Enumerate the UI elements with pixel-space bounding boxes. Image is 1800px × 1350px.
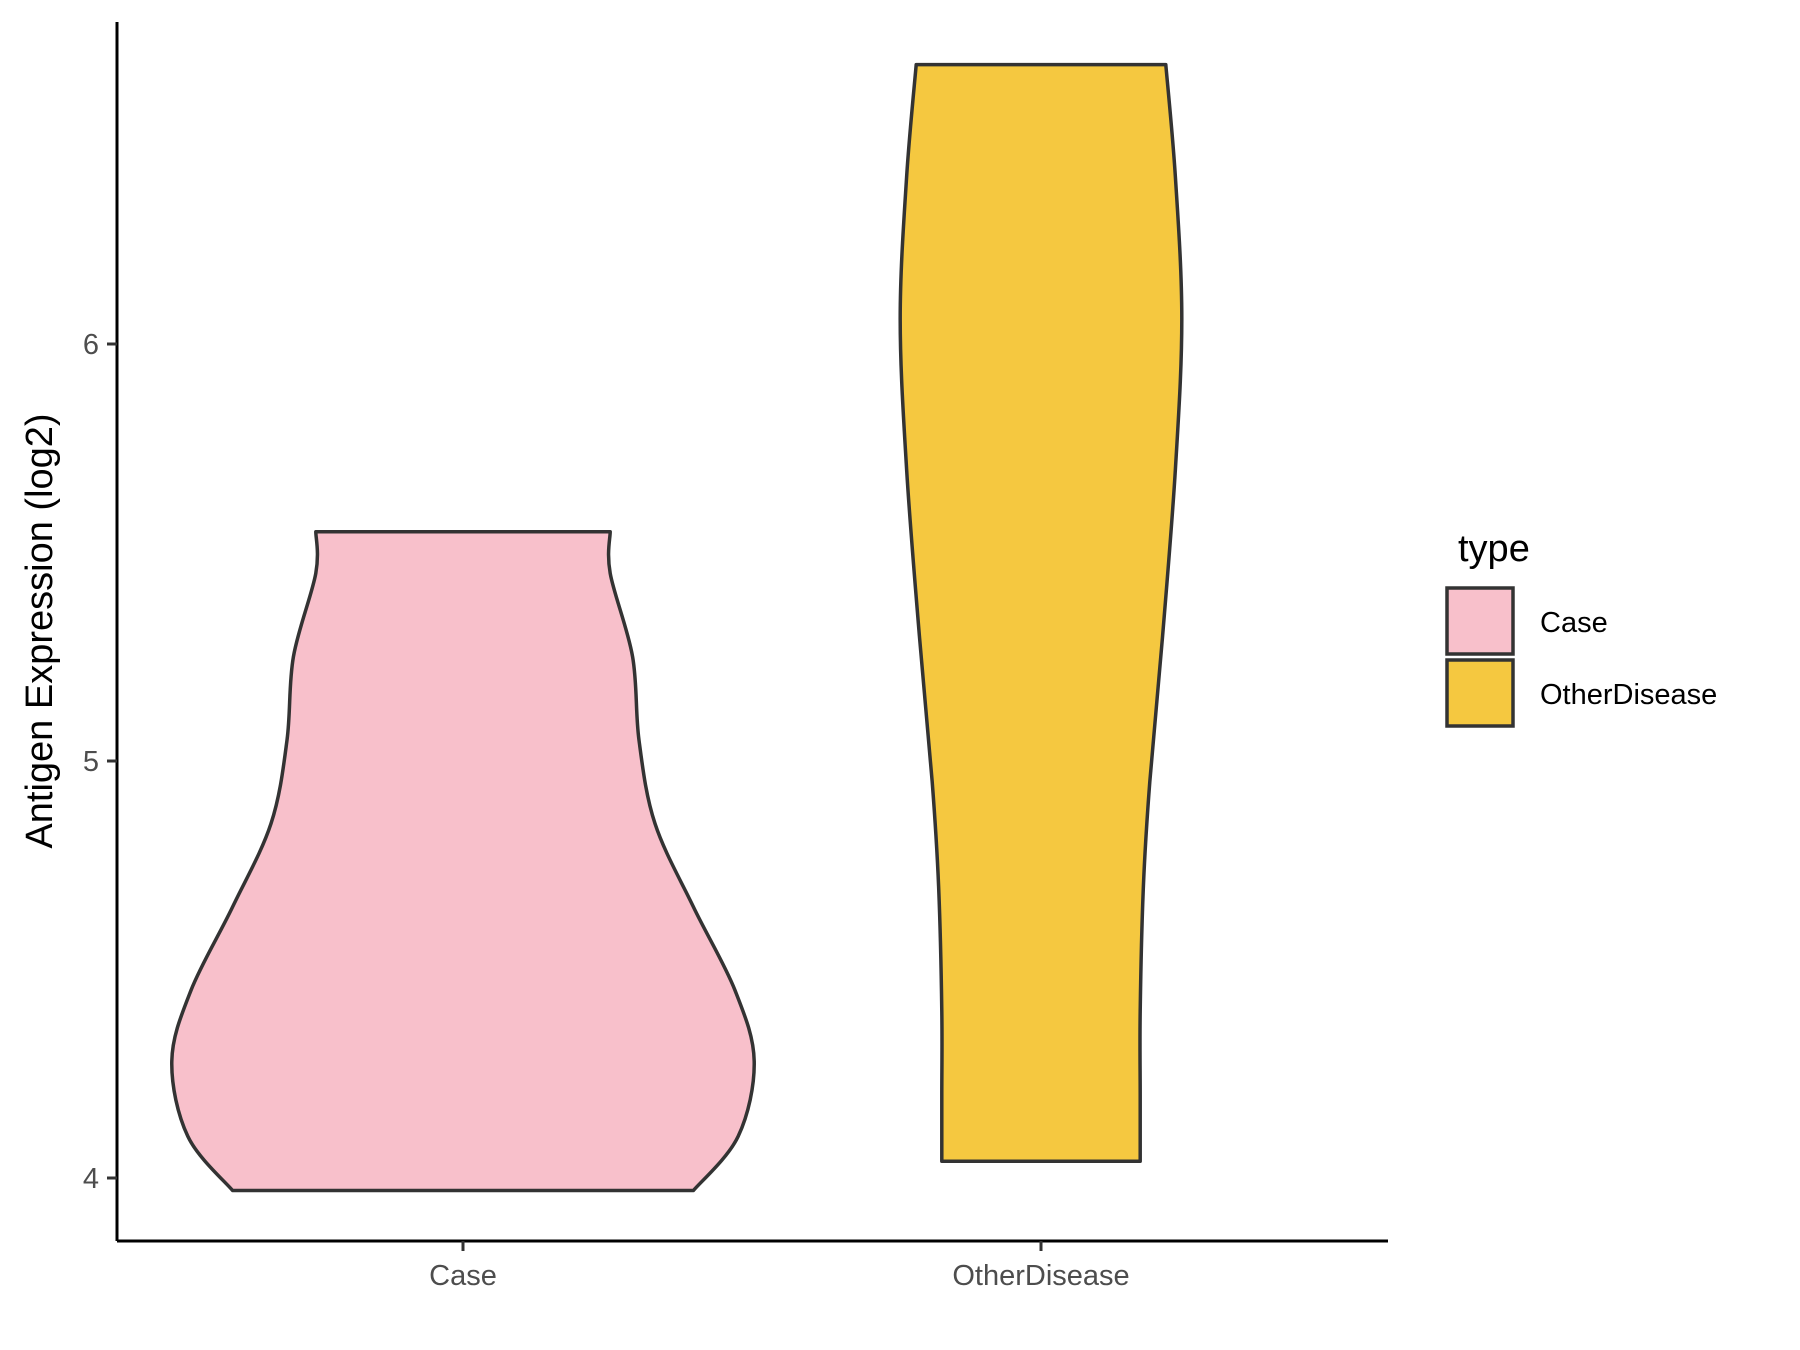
legend-title: type <box>1458 528 1530 570</box>
legend: type Case OtherDisease <box>1445 528 1717 728</box>
x-tick-label-1: OtherDisease <box>952 1260 1129 1292</box>
y-tick-label-2: 6 <box>83 329 99 361</box>
y-tick-label-0: 4 <box>83 1163 99 1195</box>
y-axis-title: Antigen Expression (log2) <box>19 413 61 848</box>
y-axis-ticks: 4 5 6 <box>83 329 117 1195</box>
legend-swatch-1 <box>1445 658 1515 728</box>
plot-area <box>170 62 1184 1193</box>
legend-swatch-0 <box>1445 586 1515 656</box>
x-tick-label-0: Case <box>429 1260 497 1292</box>
legend-label-1: OtherDisease <box>1540 679 1717 711</box>
violin-case <box>170 529 756 1193</box>
legend-entries: Case OtherDisease <box>1445 586 1717 728</box>
x-axis-ticks: Case OtherDisease <box>429 1241 1130 1292</box>
violin-otherdisease <box>898 62 1184 1164</box>
legend-label-0: Case <box>1540 607 1608 639</box>
y-tick-label-1: 5 <box>83 746 99 778</box>
